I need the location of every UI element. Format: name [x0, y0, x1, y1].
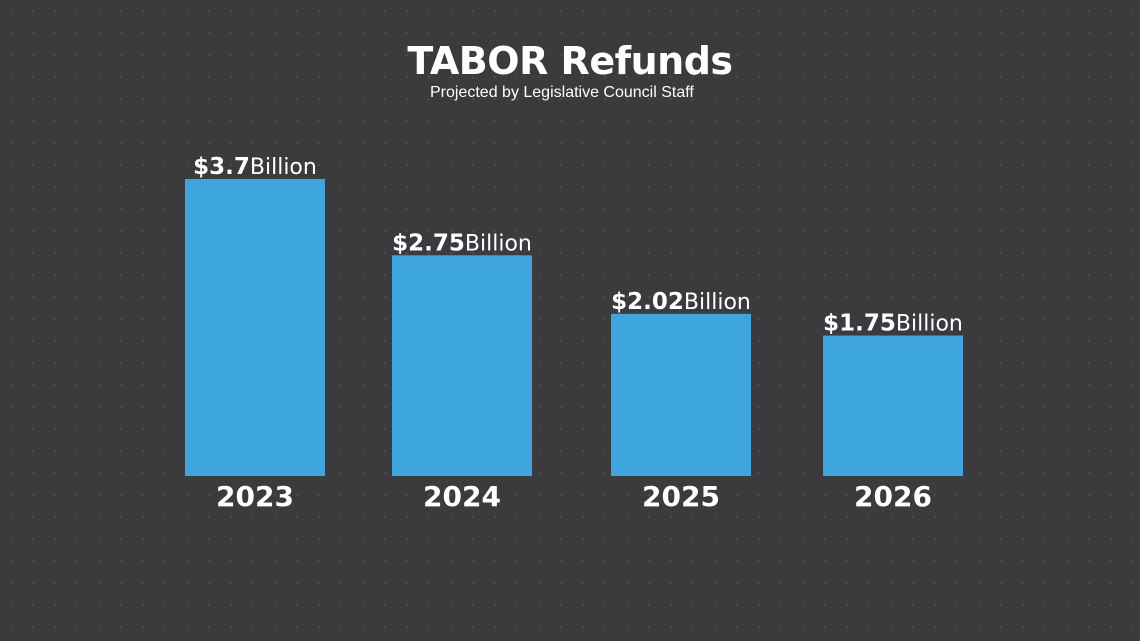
value-label-2026: $1.75Billion [823, 311, 963, 337]
value-unit-2025: Billion [684, 290, 751, 315]
bar-2023 [185, 179, 325, 476]
x-tick-label-2026: 2026 [854, 480, 932, 513]
x-tick-label-2023: 2023 [216, 480, 294, 513]
x-tick-label-2024: 2024 [423, 480, 501, 513]
value-unit-2026: Billion [896, 312, 963, 337]
value-label-2025: $2.02Billion [611, 289, 751, 315]
value-amount-2023: $3.7 [193, 154, 250, 180]
value-label-2024: $2.75Billion [392, 230, 532, 256]
bar-2025 [611, 313, 751, 476]
x-tick-label-2025: 2025 [642, 480, 720, 513]
value-unit-2023: Billion [250, 155, 317, 180]
chart-subtitle: Projected by Legislative Council Staff [430, 84, 694, 101]
bar-2024 [392, 255, 532, 476]
chart-title: TABOR Refunds [407, 39, 733, 83]
value-amount-2026: $1.75 [823, 311, 896, 337]
value-unit-2024: Billion [465, 231, 532, 256]
value-amount-2025: $2.02 [611, 289, 684, 315]
chart-title-wrap: TABOR Refunds [0, 42, 1140, 80]
value-amount-2024: $2.75 [392, 230, 465, 256]
bar-2026 [823, 335, 963, 476]
value-label-2023: $3.7Billion [193, 154, 317, 180]
